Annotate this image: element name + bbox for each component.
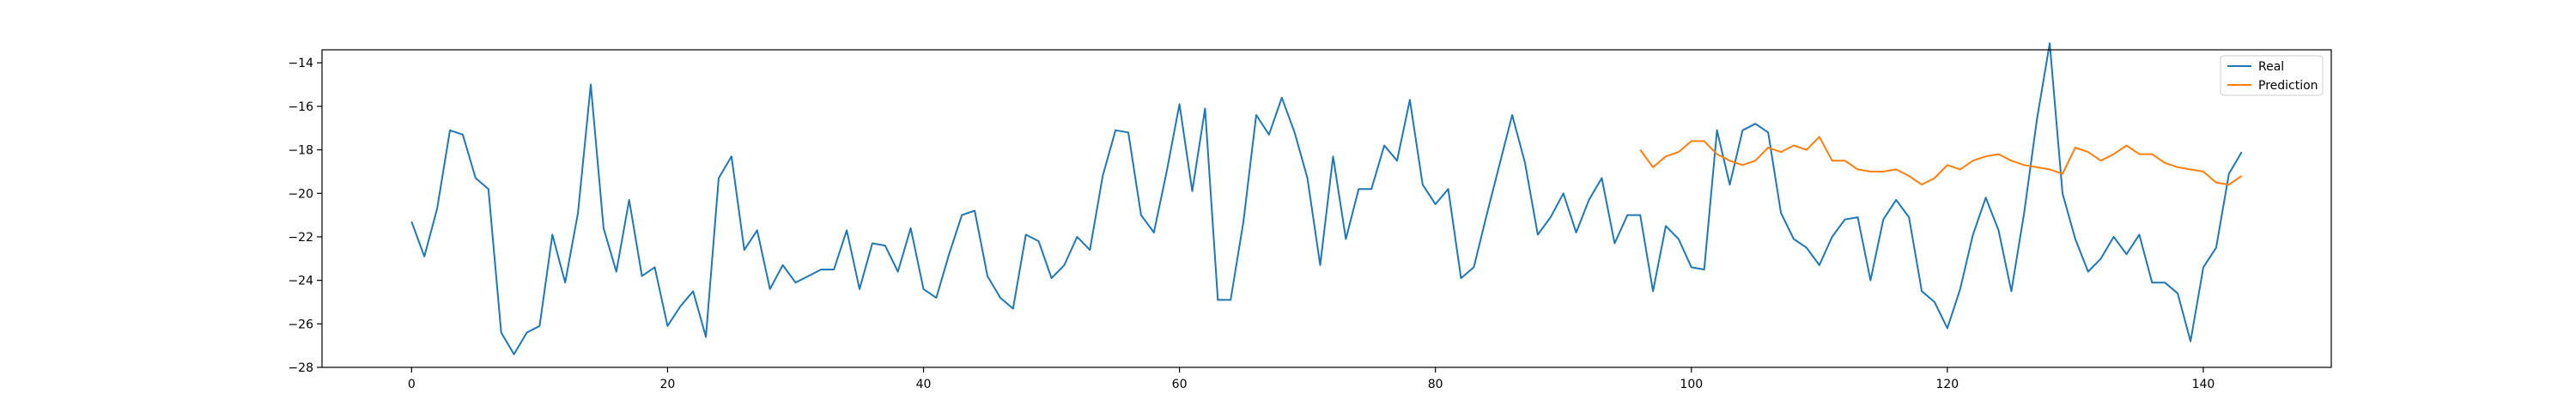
y-tick-label: −24: [288, 275, 313, 288]
y-tick-label: −18: [288, 144, 313, 158]
x-tick-label: 40: [916, 378, 932, 391]
y-tick-label: −20: [288, 187, 313, 201]
y-tick-label: −14: [288, 57, 313, 70]
y-tick-label: −22: [288, 231, 313, 245]
legend-label-prediction: Prediction: [2258, 79, 2318, 93]
x-tick-label: 140: [2192, 378, 2215, 391]
x-tick-label: 120: [1935, 378, 1959, 391]
x-tick-label: 60: [1172, 378, 1188, 391]
series-line-real: [410, 42, 2243, 355]
y-tick-label: −28: [288, 361, 313, 375]
x-tick-label: 80: [1428, 378, 1443, 391]
y-tick-label: −26: [288, 318, 313, 331]
legend-label-real: Real: [2258, 60, 2284, 74]
axes-ticks: 0 20 40 60 80 100 120 140 −28 −26 −24 −22 −20 −18 −16 −…: [288, 57, 2215, 391]
plot-lines: [410, 42, 2243, 355]
x-tick-label: 20: [660, 378, 676, 391]
x-tick-label: 100: [1680, 378, 1703, 391]
series-line-prediction: [1639, 136, 2243, 186]
axes-frame: [321, 49, 2332, 368]
x-tick-label: 0: [408, 378, 416, 391]
legend: Real Prediction: [2220, 55, 2324, 96]
y-tick-label: −16: [288, 100, 313, 114]
